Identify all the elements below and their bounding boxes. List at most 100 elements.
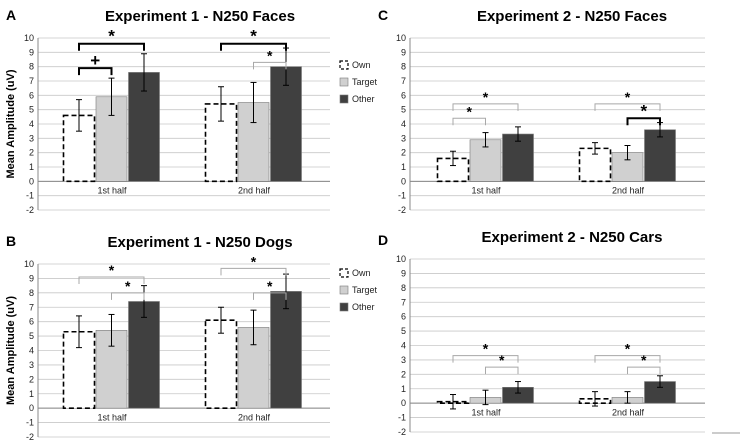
category-label: 2nd half xyxy=(612,186,645,196)
significance-marker: * xyxy=(109,262,115,278)
y-tick-label: 0 xyxy=(29,403,34,413)
y-tick-label: 4 xyxy=(29,346,34,356)
y-tick-label: 2 xyxy=(29,374,34,384)
y-tick-label: 2 xyxy=(401,148,406,158)
significance-marker: * xyxy=(625,341,631,357)
y-tick-label: -2 xyxy=(398,205,406,215)
legend-swatch-target xyxy=(339,285,349,295)
error-bar xyxy=(624,145,631,161)
error-bar xyxy=(482,389,489,406)
significance-marker: * xyxy=(483,341,489,357)
significance-marker: * xyxy=(641,352,647,368)
y-tick-label: 3 xyxy=(401,355,406,365)
y-tick-label: 8 xyxy=(29,62,34,72)
legend-label: Target xyxy=(352,285,378,295)
error-bar xyxy=(515,381,521,394)
chart-panel-a: A Experiment 1 - N250 Faces -2 -1 0 1 2 3 4 5 6 7 8 9… xyxy=(5,7,378,215)
y-tick-label: -1 xyxy=(26,191,34,201)
y-tick-label: 4 xyxy=(29,119,34,129)
y-tick-label: 2 xyxy=(29,148,34,158)
y-tick-label: 9 xyxy=(401,268,406,278)
y-tick-label: 5 xyxy=(401,105,406,115)
legend-swatch-other xyxy=(339,302,349,312)
y-tick-label: 6 xyxy=(401,90,406,100)
y-tick-label: -1 xyxy=(398,413,406,423)
significance-bracket xyxy=(78,276,145,284)
category-label: 2nd half xyxy=(238,186,271,196)
significance-marker: * xyxy=(499,352,505,368)
category-label: 1st half xyxy=(471,408,501,418)
y-tick-label: 3 xyxy=(29,133,34,143)
y-tick-label: 8 xyxy=(401,62,406,72)
error-bar xyxy=(108,77,115,116)
error-bar xyxy=(592,142,598,155)
error-bar xyxy=(218,306,224,334)
category-label: 1st half xyxy=(97,413,127,423)
significance-bracket xyxy=(452,355,519,363)
y-tick-label: 1 xyxy=(401,384,406,394)
significance-marker: * xyxy=(467,103,473,119)
y-tick-label: -1 xyxy=(26,418,34,428)
y-tick-label: 6 xyxy=(401,312,406,322)
y-tick-label: 5 xyxy=(29,331,34,341)
y-tick-label: 7 xyxy=(29,76,34,86)
legend-swatch-other xyxy=(339,94,349,104)
y-tick-label: 4 xyxy=(401,119,406,129)
panel-letter: A xyxy=(6,7,16,23)
chart-title: Experiment 1 - N250 Faces xyxy=(105,8,295,25)
y-tick-label: 0 xyxy=(401,398,406,408)
error-bar xyxy=(592,391,598,407)
legend-swatch-own xyxy=(339,268,349,278)
category-label: 1st half xyxy=(471,186,501,196)
y-tick-label: 6 xyxy=(29,90,34,100)
significance-bracket xyxy=(111,292,145,300)
error-bar xyxy=(250,81,257,124)
y-tick-label: 0 xyxy=(29,176,34,186)
y-tick-label: 5 xyxy=(401,326,406,336)
significance-bracket xyxy=(485,366,519,375)
y-tick-label: 4 xyxy=(401,341,406,351)
error-bar xyxy=(482,132,489,148)
error-bar xyxy=(624,391,631,404)
significance-bracket xyxy=(452,103,519,111)
significance-marker: * xyxy=(483,89,489,105)
y-axis-label: Mean Amplitude (uV) xyxy=(5,296,17,405)
chart-panel-c: C Experiment 2 - N250 Faces -2 -1 0 1 2 3 4 5 6 7 8 9… xyxy=(378,7,705,215)
y-tick-label: 2 xyxy=(401,369,406,379)
legend-label: Other xyxy=(352,94,375,104)
y-tick-label: 6 xyxy=(29,317,34,327)
bar-other-first-half xyxy=(128,301,160,409)
y-tick-label: 0 xyxy=(401,176,406,186)
y-tick-label: 7 xyxy=(29,302,34,312)
error-bar xyxy=(76,315,82,349)
y-tick-label: 8 xyxy=(29,288,34,298)
significance-marker: * xyxy=(267,278,273,294)
significance-bracket xyxy=(452,117,486,126)
y-tick-label: -1 xyxy=(398,191,406,201)
error-bar xyxy=(141,53,147,92)
chart-panel-b: B Experiment 1 - N250 Dogs -2 -1 0 1 2 3 4 5 6 7 8 9 1… xyxy=(5,233,378,442)
significance-marker: * xyxy=(108,27,115,46)
legend-label: Own xyxy=(352,60,371,70)
legend-swatch-target xyxy=(339,77,349,87)
bar-own-first-half xyxy=(436,157,470,183)
y-tick-label: 10 xyxy=(24,33,34,43)
significance-marker: * xyxy=(267,47,273,63)
error-bar xyxy=(141,285,147,318)
y-tick-label: -2 xyxy=(26,205,34,215)
legend-label: Target xyxy=(352,77,378,87)
significance-bracket xyxy=(253,61,287,70)
significance-bracket xyxy=(594,355,661,363)
category-label: 2nd half xyxy=(612,408,645,418)
y-tick-label: 7 xyxy=(401,76,406,86)
significance-marker: + xyxy=(90,51,100,70)
y-tick-label: 10 xyxy=(24,259,34,269)
significance-marker: * xyxy=(625,89,631,105)
y-tick-label: 5 xyxy=(29,105,34,115)
chart-title: Experiment 1 - N250 Dogs xyxy=(107,234,292,251)
legend-swatch-own xyxy=(339,60,349,70)
significance-bracket xyxy=(220,267,287,276)
significance-bracket xyxy=(78,42,145,51)
significance-marker: * xyxy=(125,278,131,294)
y-tick-label: 9 xyxy=(401,47,406,57)
